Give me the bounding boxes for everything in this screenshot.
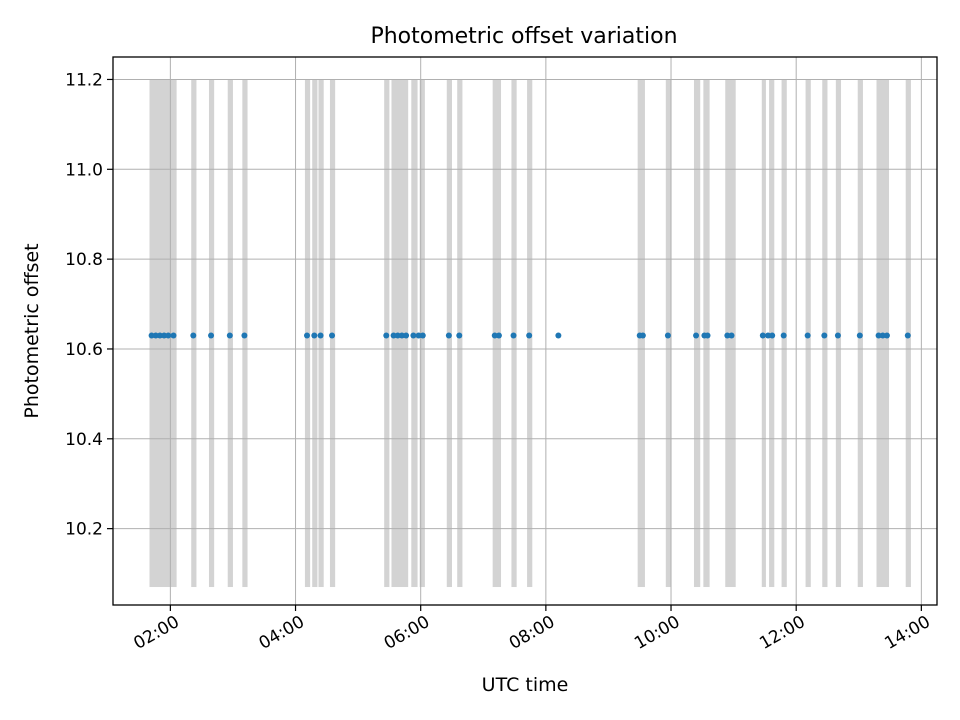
data-point-0-14 (383, 332, 390, 339)
data-point-0-15 (390, 332, 397, 339)
data-point-0-48 (904, 332, 911, 339)
data-point-0-46 (879, 332, 886, 339)
data-point-0-7 (208, 332, 215, 339)
grid-lines (113, 57, 937, 605)
data-point-0-43 (834, 332, 841, 339)
y-tick-label-3: 10.8 (65, 250, 103, 270)
data-point-0-45 (875, 332, 882, 339)
y-tick-label-4: 11.0 (65, 160, 103, 180)
data-point-0-21 (419, 332, 426, 339)
data-point-0-40 (780, 332, 787, 339)
data-point-0-35 (724, 332, 731, 339)
data-point-0-13 (329, 332, 336, 339)
data-point-0-30 (639, 332, 646, 339)
data-point-0-39 (769, 332, 776, 339)
plot-frame (112, 56, 938, 606)
data-point-0-31 (664, 332, 671, 339)
data-point-0-25 (495, 332, 502, 339)
data-point-0-23 (456, 332, 463, 339)
data-point-0-27 (526, 332, 533, 339)
data-point-0-0 (148, 332, 155, 339)
data-point-0-32 (693, 332, 700, 339)
data-point-0-44 (856, 332, 863, 339)
data-point-0-19 (410, 332, 417, 339)
data-point-0-1 (152, 332, 159, 339)
data-point-0-17 (398, 332, 405, 339)
y-tick-label-5: 11.2 (65, 70, 103, 90)
data-point-0-9 (241, 332, 248, 339)
chart-title: Photometric offset variation (370, 24, 677, 49)
data-point-0-5 (170, 332, 177, 339)
data-point-0-42 (821, 332, 828, 339)
data-point-0-47 (883, 332, 890, 339)
data-point-0-8 (226, 332, 233, 339)
data-point-0-20 (415, 332, 422, 339)
data-point-0-4 (165, 332, 172, 339)
x-axis-label: UTC time (482, 674, 569, 696)
data-point-0-11 (311, 332, 318, 339)
data-point-0-10 (304, 332, 311, 339)
data-point-0-41 (804, 332, 811, 339)
data-point-0-16 (394, 332, 401, 339)
y-tick-label-0: 10.2 (65, 520, 103, 540)
data-points (148, 332, 911, 339)
y-axis-label: Photometric offset (21, 243, 43, 418)
data-point-0-3 (161, 332, 168, 339)
data-point-0-24 (491, 332, 498, 339)
data-point-0-36 (728, 332, 735, 339)
data-point-0-34 (704, 332, 711, 339)
data-point-0-38 (765, 332, 772, 339)
data-point-0-18 (403, 332, 410, 339)
data-point-0-22 (445, 332, 452, 339)
data-point-0-26 (510, 332, 517, 339)
data-point-0-28 (555, 332, 562, 339)
shaded-span-10 (391, 79, 409, 588)
data-point-0-2 (156, 332, 163, 339)
data-point-0-12 (317, 332, 324, 339)
data-point-0-6 (190, 332, 197, 339)
y-axis-ticks: 10.2 10.4 10.6 10.8 11.0 11.2 (65, 70, 113, 540)
shaded-span-15 (492, 79, 502, 588)
y-tick-label-2: 10.6 (65, 340, 103, 360)
y-tick-label-1: 10.4 (65, 430, 103, 450)
data-point-0-37 (759, 332, 766, 339)
